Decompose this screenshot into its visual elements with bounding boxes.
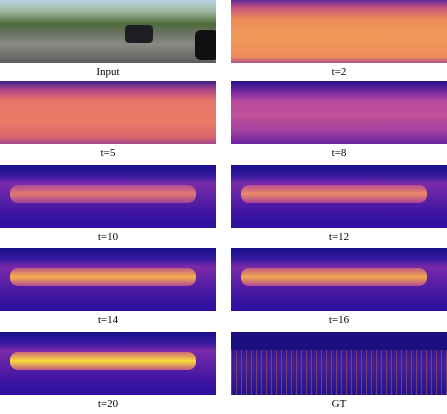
depth-image [231,81,447,144]
panel: GT [231,332,447,411]
caption: t=5 [100,147,116,159]
depth-image [231,0,447,63]
panel: t=5 [0,81,216,160]
depth-image [0,248,216,311]
input-image [0,0,216,63]
caption: GT [331,398,347,410]
caption: t=20 [97,398,119,410]
depth-image [0,81,216,144]
caption: t=16 [328,314,350,326]
caption: Input [96,66,120,78]
caption: t=8 [331,147,347,159]
ground-truth-image [231,332,447,395]
depth-image [0,165,216,228]
panel: t=20 [0,332,216,411]
panel: t=2 [231,0,447,79]
caption: t=2 [331,66,347,78]
panel: Input [0,0,216,79]
caption: t=10 [97,231,119,243]
panel: t=10 [0,165,216,244]
panel: t=14 [0,248,216,327]
depth-image [231,248,447,311]
panel: t=16 [231,248,447,327]
caption: t=14 [97,314,119,326]
depth-image [0,332,216,395]
panel: t=12 [231,165,447,244]
panel: t=8 [231,81,447,160]
depth-image [231,165,447,228]
caption: t=12 [328,231,350,243]
